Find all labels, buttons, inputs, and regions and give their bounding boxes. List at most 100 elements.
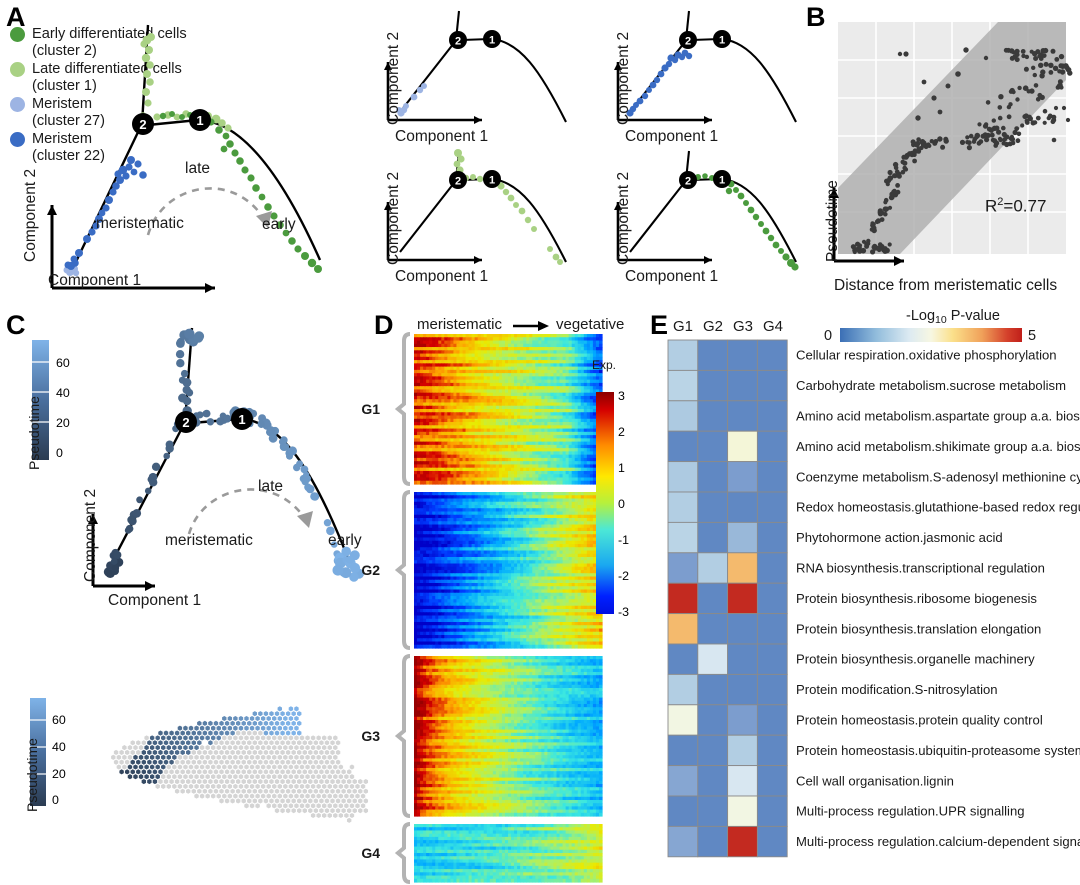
heatmap-cell (574, 343, 579, 348)
heatmap-cell (483, 353, 488, 358)
heatmap-cell (468, 518, 473, 522)
spatial-spot-background (316, 783, 321, 789)
spatial-spot-pseudotime (224, 720, 230, 726)
heatmap-cell (592, 428, 597, 433)
heatmap-cell (459, 334, 464, 338)
heatmap-cell (474, 415, 479, 420)
heatmap-cell (501, 373, 506, 377)
heatmap-cell (550, 498, 555, 503)
heatmap-cell (517, 428, 521, 433)
heatmap-cell (474, 353, 479, 358)
heatmap-cell (456, 389, 461, 394)
heatmap-cell (514, 422, 518, 426)
heatmap-cell (556, 501, 561, 506)
heatmap-cell (532, 431, 536, 436)
heatmap-cell (501, 527, 506, 532)
heatmap-cell (541, 514, 545, 519)
heatmap-cell (583, 356, 588, 361)
heatmap-cell (586, 376, 591, 381)
heatmap-cell (453, 441, 458, 446)
heatmap-cell (462, 451, 467, 456)
heatmap-cell (577, 382, 582, 387)
heatmap-cell (544, 373, 549, 377)
scatter-point (910, 139, 916, 145)
heatmap-cell (535, 505, 539, 509)
heatmap-cell (538, 498, 542, 503)
heatmap-cell (492, 369, 497, 374)
heatmap-cell (429, 360, 433, 364)
heatmap-cell (438, 409, 442, 413)
spatial-spot-background (308, 798, 313, 804)
heatmap-cell (520, 457, 524, 462)
heatmap-cell (453, 350, 458, 355)
heatmap-cell (586, 537, 591, 542)
heatmap-cell (592, 425, 597, 430)
spatial-spot-pseudotime (288, 715, 294, 722)
heatmap-cell (550, 356, 555, 361)
heatmap-cell (523, 461, 527, 466)
heatmap-cell (468, 399, 473, 404)
scatter-point (1040, 69, 1046, 75)
heatmap-cell (414, 540, 418, 545)
scatter-point (996, 129, 1002, 135)
heatmap-cell (429, 454, 433, 459)
heatmap-cell (508, 373, 512, 377)
trajectory-point (206, 418, 215, 426)
heatmap-cell (450, 441, 455, 446)
heatmap-cell (547, 498, 552, 503)
heatmap-cell (517, 537, 521, 542)
heatmap-cell (495, 366, 500, 371)
heatmap-cell (553, 451, 558, 456)
heatmap-cell (444, 405, 448, 410)
trajectory-point (184, 328, 195, 339)
spatial-spot-background (219, 798, 224, 804)
heatmap-cell (504, 508, 509, 513)
heatmap-cell (568, 521, 573, 526)
heatmap-cell (453, 461, 458, 466)
heatmap-cell (571, 363, 576, 368)
spatial-spot-background (274, 779, 280, 785)
heatmap-cell (568, 409, 573, 413)
spatial-spot-background (327, 803, 332, 809)
heatmap-cell (511, 399, 515, 404)
heatmap-cell (498, 454, 503, 459)
spatial-spot-background (333, 783, 338, 789)
heatmap-cell (471, 527, 476, 532)
heatmap-cell (535, 405, 539, 410)
heatmap-cell (514, 527, 518, 532)
heatmap-cell (417, 540, 421, 545)
heatmap-cell (426, 477, 430, 482)
heatmap-cell (471, 409, 476, 413)
heatmap-cell (438, 422, 442, 426)
spatial-spot-background (255, 774, 260, 780)
heatmap-cell (447, 389, 451, 394)
heatmap-cell (523, 527, 527, 532)
heatmap-cell (556, 441, 561, 446)
heatmap-cell (450, 350, 455, 355)
heatmap-cell (504, 334, 509, 338)
heatmap-cell (477, 376, 482, 381)
heatmap-cell (447, 501, 451, 506)
heatmap-cell (459, 405, 464, 410)
heatmap-cell (477, 350, 482, 355)
heatmap-cell (444, 531, 448, 535)
scatter-point (870, 221, 876, 227)
heatmap-cell (559, 379, 564, 384)
heatmap-cell (556, 366, 561, 371)
spatial-spot-background (205, 745, 210, 751)
heatmap-cell (420, 492, 424, 496)
heatmap-cell (526, 524, 530, 529)
heatmap-cell (586, 415, 591, 420)
spatial-spot-background (363, 779, 369, 785)
heatmap-cell (441, 395, 445, 400)
heatmap-cell (414, 498, 418, 503)
spatial-spot-pseudotime (219, 730, 224, 736)
heatmap-cell (477, 415, 482, 420)
heatmap-cell (426, 527, 430, 532)
heatmap-cell (450, 340, 455, 345)
spatial-spot-background (360, 793, 366, 799)
heatmap-cell (429, 537, 433, 542)
heatmap-cell (562, 480, 567, 485)
heatmap-cell (465, 402, 470, 407)
heatmap-cell (580, 360, 585, 364)
